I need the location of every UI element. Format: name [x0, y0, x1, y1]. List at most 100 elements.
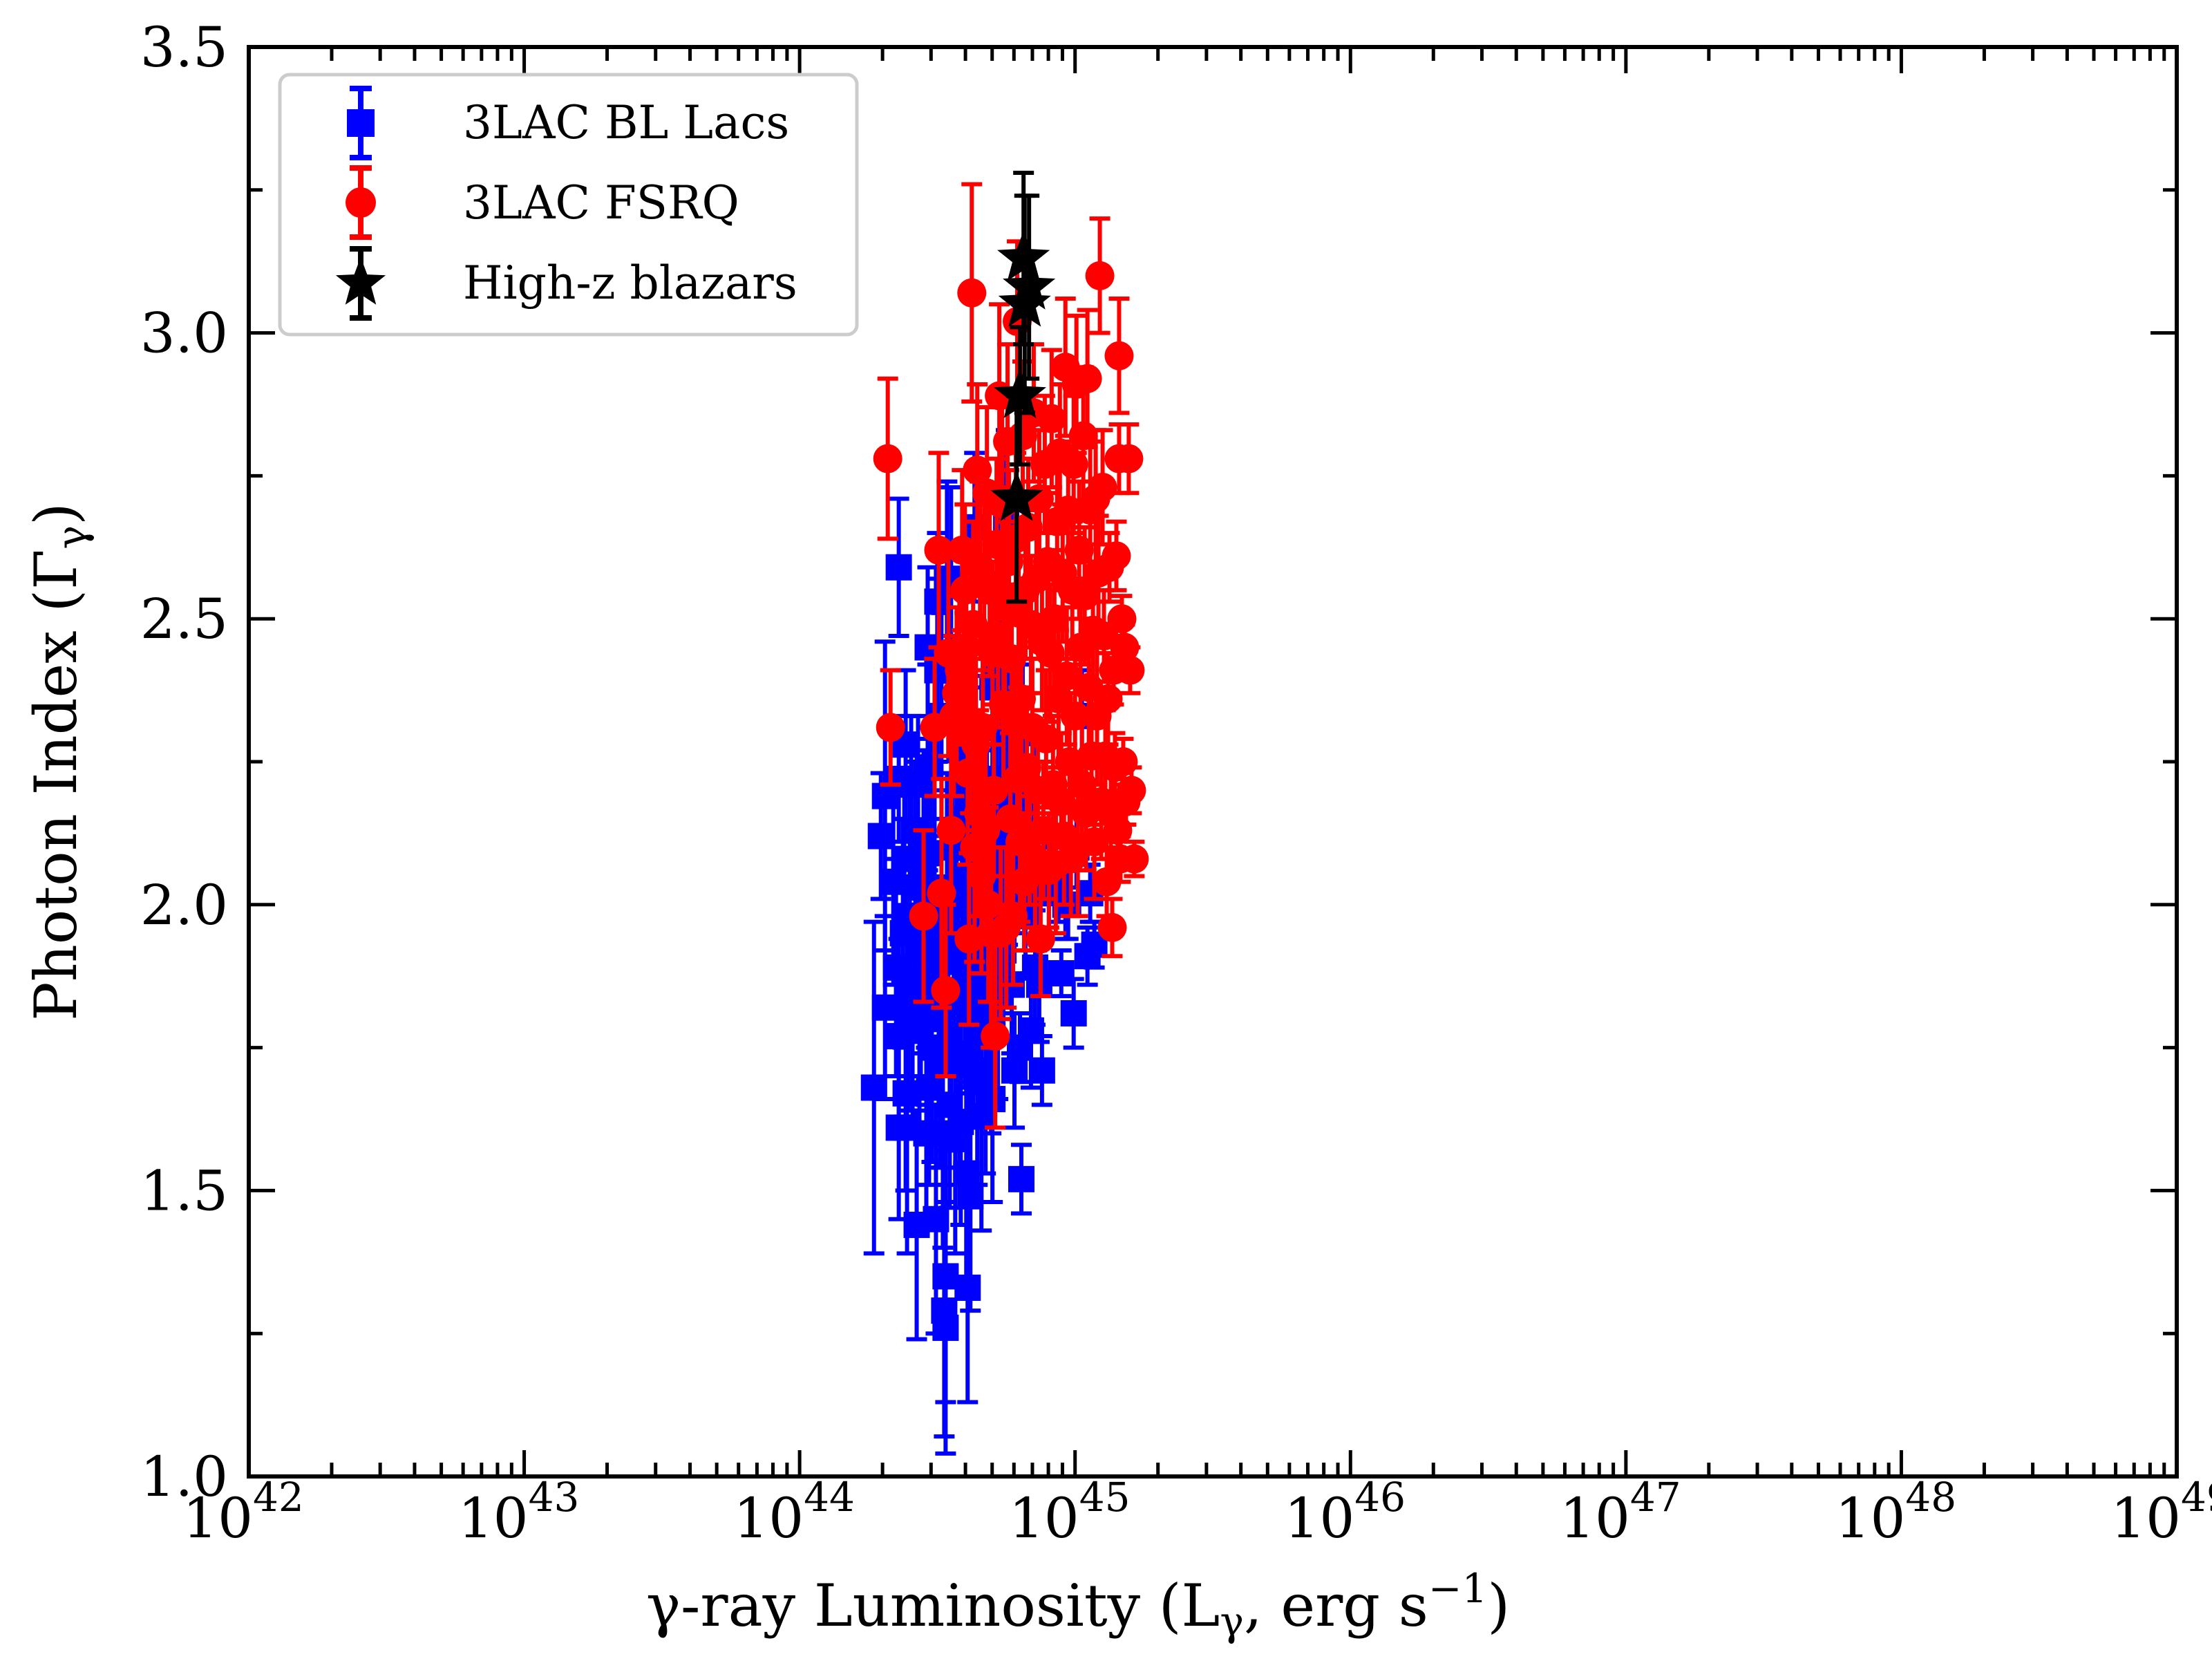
data-point: [1060, 977, 1087, 1050]
y-tick-label: 3.0: [140, 301, 228, 366]
data-point: [963, 382, 992, 559]
square-marker: [1001, 1057, 1028, 1084]
legend-circle-marker: [346, 187, 376, 218]
circle-marker: [963, 456, 992, 485]
x-tick-exponent: 49: [2181, 1474, 2212, 1521]
x-tick-base: 10: [182, 1486, 253, 1550]
circle-marker: [1104, 341, 1134, 370]
x-axis-title-sub: γ: [1220, 1598, 1244, 1645]
data-point: [876, 668, 905, 787]
square-marker: [1028, 1057, 1055, 1084]
square-marker: [867, 823, 894, 850]
square-marker: [932, 1314, 959, 1341]
x-tick-exponent: 43: [529, 1474, 580, 1521]
circle-marker: [876, 713, 905, 742]
circle-marker: [1102, 541, 1131, 571]
data-point: [1072, 308, 1102, 450]
square-marker: [885, 554, 912, 581]
x-axis-title-close: ): [1487, 1572, 1510, 1640]
data-point: [942, 605, 972, 781]
x-tick-exponent: 47: [1630, 1474, 1681, 1521]
x-tick-label: 1047: [1560, 1474, 1681, 1550]
star-marker: [1003, 259, 1056, 310]
circle-marker: [1067, 770, 1097, 800]
x-tick-label: 1046: [1284, 1474, 1406, 1550]
legend-entry-fsrq: 3LAC FSRQ: [346, 165, 739, 240]
x-tick-exponent: 46: [1354, 1474, 1406, 1521]
x-axis-title-unit: , erg s: [1244, 1572, 1428, 1640]
y-tick-label: 1.0: [140, 1445, 228, 1509]
data-point: [1102, 519, 1131, 592]
data-point: [1048, 948, 1075, 999]
data-point: [1119, 839, 1149, 879]
legend: 3LAC BL Lacs 3LAC FSRQ High-z blazars: [278, 73, 859, 337]
circle-marker: [927, 879, 956, 908]
x-tick-label: 1049: [2110, 1474, 2212, 1550]
data-point: [885, 496, 912, 639]
x-tick-label: 1042: [182, 1474, 304, 1550]
legend-label-fsrq: 3LAC FSRQ: [463, 176, 739, 229]
star-marker: [994, 368, 1046, 418]
x-tick-label: 1044: [733, 1474, 855, 1550]
y-tick-label: 2.5: [140, 587, 228, 651]
circle-marker: [1119, 844, 1149, 874]
data-point: [1117, 765, 1146, 816]
square-marker: [871, 994, 898, 1021]
x-tick-base: 10: [1284, 1486, 1354, 1550]
data-point: [1003, 194, 1056, 381]
square-marker: [1008, 1165, 1034, 1192]
data-point: [871, 914, 898, 1102]
legend-square-marker: [347, 109, 375, 137]
circle-marker: [1107, 604, 1137, 634]
x-tick-exponent: 48: [1905, 1474, 1956, 1521]
x-tick-base: 10: [1835, 1486, 1906, 1550]
data-point: [1104, 296, 1134, 415]
x-tick-base: 10: [733, 1486, 804, 1550]
legend-entry-high-z: High-z blazars: [335, 246, 797, 321]
data-point: [1115, 645, 1145, 695]
x-tick-base: 10: [1560, 1486, 1630, 1550]
x-tick-base: 10: [2110, 1486, 2181, 1550]
y-tick-label: 3.5: [140, 15, 228, 79]
square-marker: [860, 1074, 887, 1101]
legend-star-marker: [335, 257, 386, 305]
square-marker: [1048, 960, 1075, 987]
circle-marker: [1115, 655, 1145, 685]
data-point: [1114, 422, 1144, 496]
data-point: [860, 919, 887, 1256]
circle-marker: [1097, 912, 1127, 942]
star-marker: [990, 471, 1043, 521]
circle-marker: [909, 901, 938, 931]
x-tick-base: 10: [1009, 1486, 1079, 1550]
legend-entry-bl-lacs: 3LAC BL Lacs: [347, 86, 789, 160]
circle-marker: [873, 444, 902, 473]
x-axis-title-sup: −1: [1428, 1565, 1488, 1612]
data-point: [994, 325, 1046, 467]
circle-marker: [957, 278, 987, 308]
data-point: [1097, 897, 1127, 959]
data-point: [981, 942, 1010, 1130]
data-point: [957, 182, 987, 404]
data-points-layer: [860, 170, 1149, 1456]
y-axis-title: Photon Index (Γγ): [22, 503, 95, 1021]
legend-label-high-z: High-z blazars: [463, 256, 797, 310]
legend-label-bl-lacs: 3LAC BL Lacs: [463, 96, 789, 149]
x-tick-label: 1048: [1835, 1474, 1957, 1550]
data-point: [909, 828, 938, 1004]
data-point: [932, 1199, 959, 1456]
circle-marker: [1093, 684, 1123, 714]
circle-marker: [974, 890, 1003, 919]
y-tick-label: 2.0: [140, 873, 228, 937]
circle-marker: [931, 975, 961, 1005]
circle-marker: [936, 816, 966, 845]
x-tick-base: 10: [458, 1486, 529, 1550]
circle-marker: [1072, 364, 1102, 393]
legend-box: [278, 73, 859, 337]
circle-marker: [942, 678, 972, 708]
data-point: [1059, 393, 1088, 536]
circle-marker: [1059, 449, 1088, 479]
square-marker: [957, 1183, 984, 1210]
x-tick-label: 1043: [458, 1474, 580, 1550]
y-axis-title-main: Photon Index (Γ: [22, 550, 90, 1021]
